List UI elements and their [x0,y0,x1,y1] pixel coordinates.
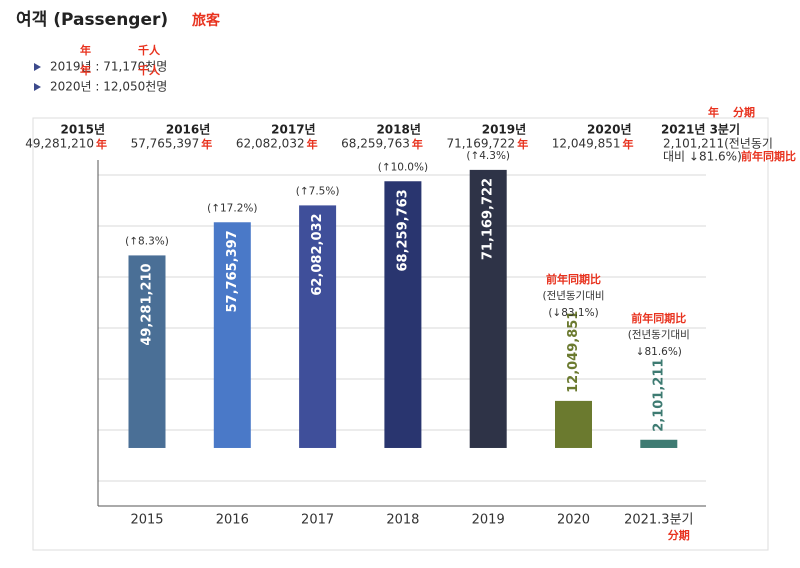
header-year: 2015년 [61,123,105,137]
header-value: 68,259,763 [341,137,410,151]
header-note: 年 [96,137,107,151]
chart-frame [32,117,769,551]
header-year: 2019년 [482,123,526,137]
header-value: 2,101,211(전년동기 [663,137,773,151]
header-note: 年 [517,137,528,151]
x-tick-label: 2020 [557,513,590,528]
change-note: 前年同期比 [546,272,601,286]
summary-note: 千人 [138,43,161,57]
value-label: 68,259,763 [395,189,410,271]
summary-text: 2019년 : 71,170천명 [50,59,167,74]
header-year: 2020년 [587,123,631,137]
bar [469,169,507,448]
header-value: 71,169,722 [446,137,515,151]
title-note: 旅客 [192,12,221,29]
bar [128,255,166,448]
bullet [34,83,41,91]
x-tick-label: 2015 [130,513,163,528]
header-note: 年 [623,137,634,151]
value-label: 2,101,211 [651,359,666,432]
x-tick-label: 2019 [472,513,505,528]
x-tick-label: 2021.3분기 [624,513,693,528]
header-value: 49,281,210 [25,137,94,151]
header-note: 年 [412,137,423,151]
header-note: 前年同期比 [741,149,796,163]
bar [384,181,422,448]
change-label: (↓83.1%) [548,307,598,319]
x-tick-label: 2017 [301,513,334,528]
bar [555,400,592,448]
header-value: 12,049,851 [552,137,621,151]
value-label: 62,082,032 [310,213,325,295]
value-label: 71,169,722 [481,178,496,260]
bar [640,439,678,448]
x-tick-label: 2018 [386,513,419,528]
change-label: (↑17.2%) [207,202,257,214]
header-year: 2017년 [271,123,315,137]
change-prefix: (전년동기대비 [628,329,690,341]
header-note: 年 [201,137,212,151]
header-note: 年 [307,137,318,151]
header-value: 대비 ↓81.6%) [663,150,742,164]
summary-note: 千人 [138,63,161,77]
change-label: (↑7.5%) [296,185,340,197]
title: 여객 (Passenger) [16,10,168,30]
bar [213,222,251,448]
summary-text: 2020년 : 12,050천명 [50,79,167,94]
summary-note: 年 [80,43,91,57]
change-label: (↑4.3%) [466,150,510,162]
change-label: (↑10.0%) [378,161,428,173]
value-label: 12,049,851 [566,311,581,393]
summary-note: 年 [80,63,91,77]
x-note: 分期 [668,528,690,542]
header-value: 57,765,397 [131,137,200,151]
change-label: (↑8.3%) [125,235,169,247]
header-note: 年 [708,105,719,119]
value-label: 49,281,210 [140,263,155,345]
change-prefix: (전년동기대비 [542,290,604,302]
header-note: 分期 [733,105,755,119]
header-value: 62,082,032 [236,137,305,151]
change-note: 前年同期比 [631,311,686,325]
header-year: 2021년 3분기 [661,122,740,137]
header-year: 2016년 [166,123,210,137]
x-tick-label: 2016 [216,513,249,528]
value-label: 57,765,397 [225,230,240,312]
bullet [34,63,41,71]
header-year: 2018년 [376,123,420,137]
change-label: ↓81.6%) [636,346,682,358]
bar [299,205,337,448]
